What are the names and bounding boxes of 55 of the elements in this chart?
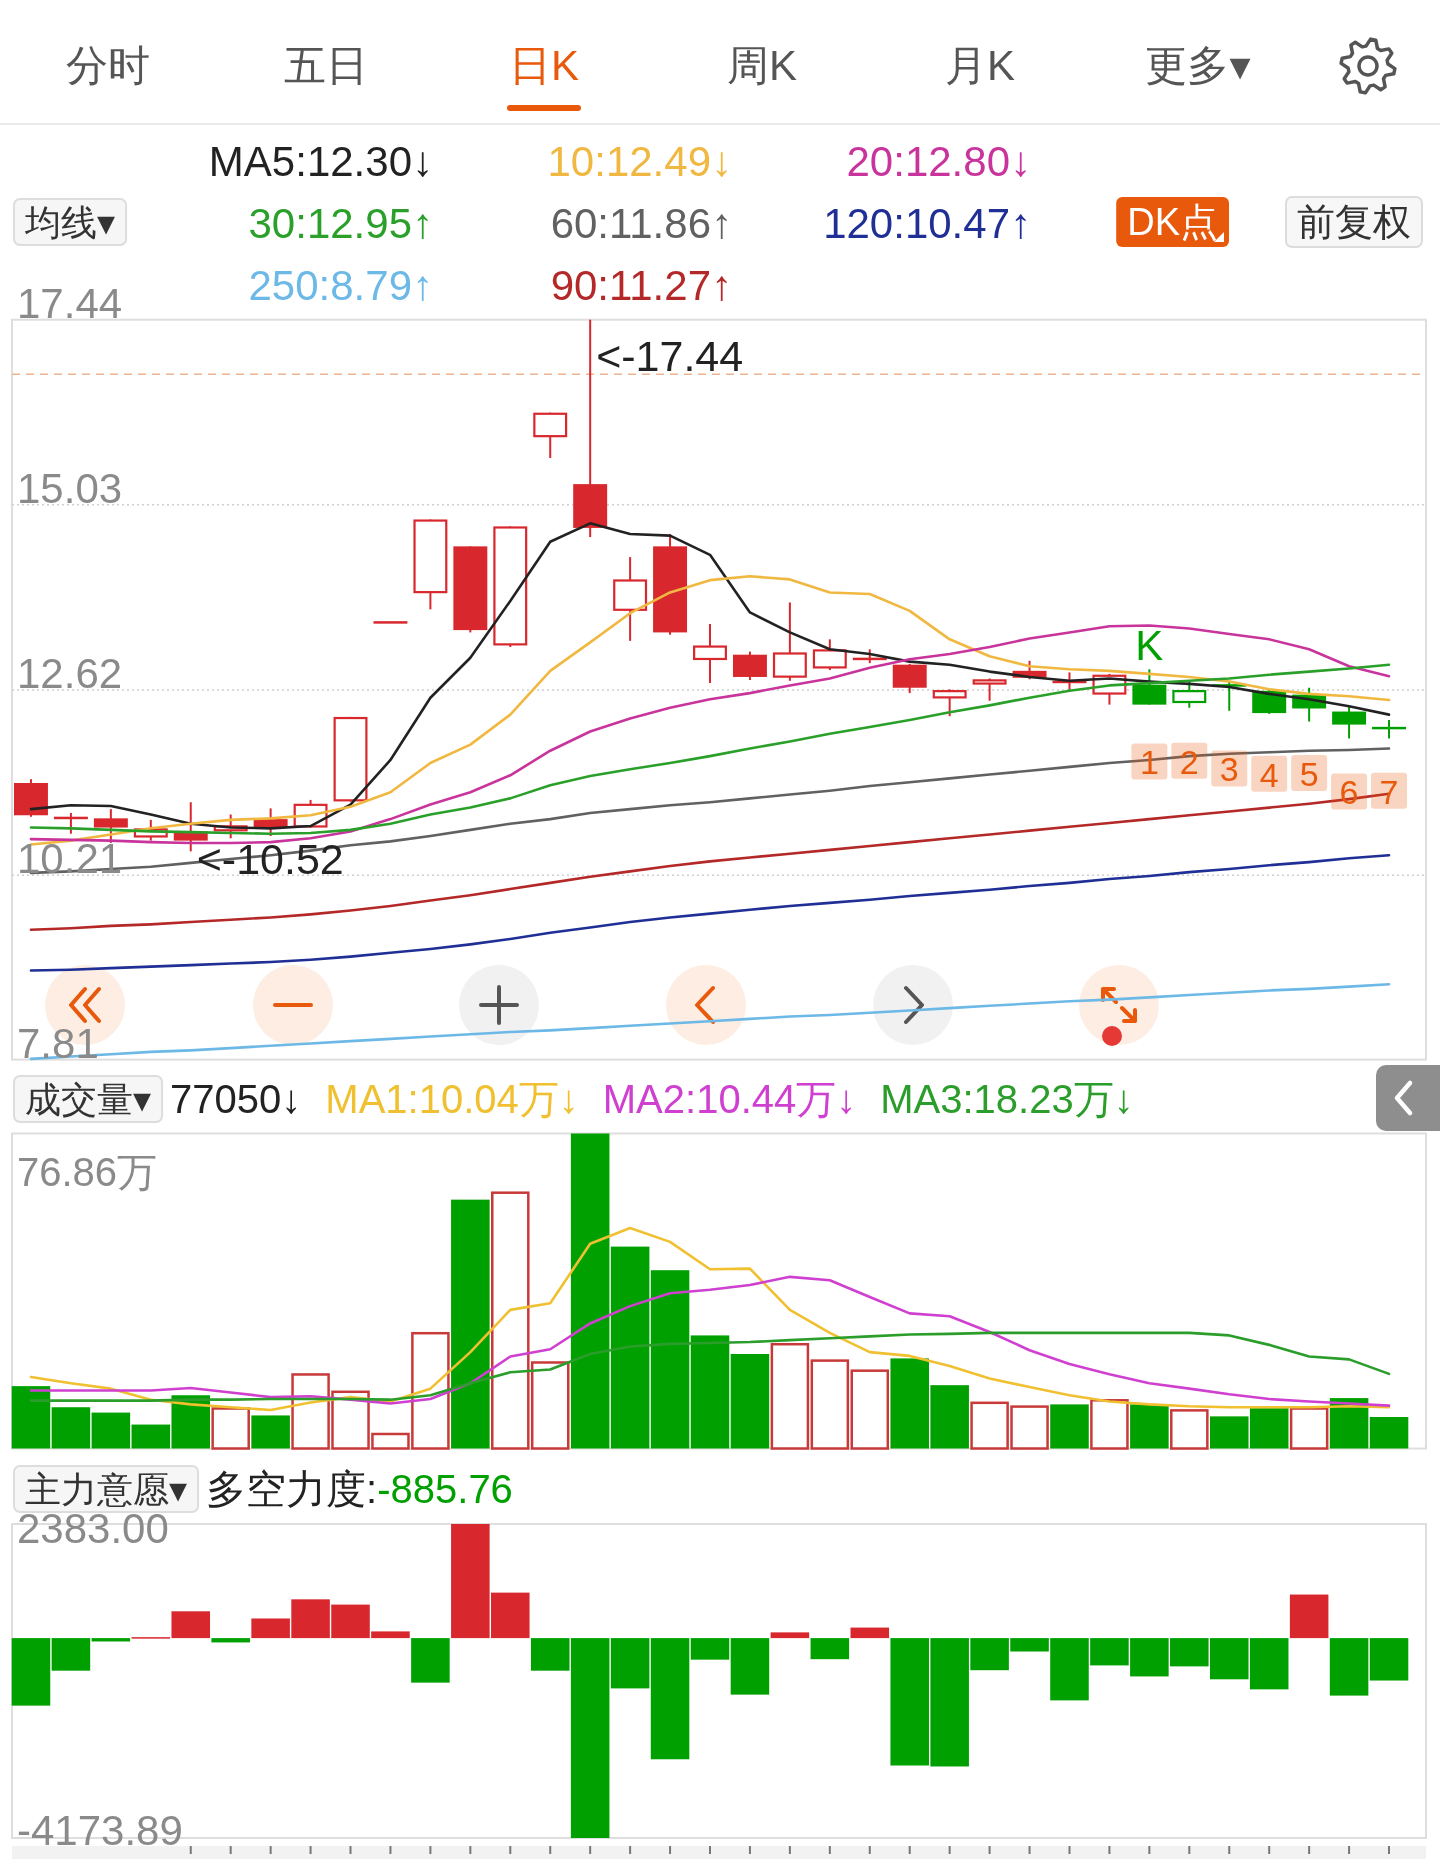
bar bbox=[770, 1342, 810, 1450]
bar bbox=[1130, 1404, 1169, 1449]
text: -885.76 bbox=[377, 1467, 513, 1511]
text: 120:10.47↑ bbox=[823, 200, 1031, 247]
annotation: 7 bbox=[1379, 772, 1399, 811]
text: 更多▾ bbox=[1145, 42, 1251, 89]
bar bbox=[1050, 1404, 1089, 1449]
text: 250:8.79↑ bbox=[248, 262, 433, 309]
bar bbox=[211, 1407, 250, 1450]
bar bbox=[570, 1133, 610, 1449]
annotation: <-17.44 bbox=[596, 331, 744, 380]
annotation: K bbox=[1135, 621, 1164, 669]
text: 多空力度: bbox=[206, 1467, 378, 1511]
annotation: 5 bbox=[1299, 755, 1319, 794]
bar bbox=[11, 1386, 51, 1449]
text: MA5:12.30↓ bbox=[208, 138, 433, 185]
annotation: 4 bbox=[1259, 755, 1279, 794]
y-tick-label: 17.44 bbox=[17, 279, 123, 327]
text: 主力意愿▾ bbox=[25, 1469, 188, 1510]
y-tick-label: -4173.89 bbox=[17, 1807, 183, 1855]
text: 五日 bbox=[284, 42, 368, 89]
text: 30:12.95↑ bbox=[248, 200, 433, 247]
text: 日K bbox=[508, 42, 580, 89]
text: 均线▾ bbox=[24, 202, 116, 243]
annotation: 76.86万 bbox=[17, 1149, 158, 1194]
bar bbox=[1369, 1417, 1409, 1449]
text: MA2:10.44万↓ bbox=[602, 1077, 857, 1121]
text: 成交量▾ bbox=[25, 1079, 152, 1120]
bar bbox=[51, 1407, 91, 1449]
text: 前复权 bbox=[1297, 201, 1411, 243]
bar bbox=[251, 1415, 290, 1449]
text: MA3:18.23万↓ bbox=[880, 1077, 1134, 1121]
text: 周K bbox=[726, 42, 798, 89]
text: 10:12.49↓ bbox=[547, 138, 732, 185]
bar bbox=[1289, 1407, 1329, 1450]
y-tick-label: 15.03 bbox=[17, 464, 123, 512]
bar bbox=[451, 1199, 490, 1449]
bar bbox=[730, 1354, 770, 1449]
text: 90:11.27↑ bbox=[550, 262, 732, 309]
bar bbox=[91, 1412, 131, 1449]
bar bbox=[1090, 1399, 1129, 1450]
y-tick-label: 7.81 bbox=[17, 1019, 99, 1067]
bar bbox=[650, 1270, 690, 1449]
annotation: 3 bbox=[1219, 750, 1239, 789]
text: DK点 bbox=[1127, 201, 1218, 243]
text: 60:11.86↑ bbox=[550, 200, 732, 247]
text: 77050↓ bbox=[170, 1077, 302, 1121]
text: 20:12.80↓ bbox=[846, 138, 1031, 185]
bar bbox=[1170, 1409, 1209, 1450]
text: 分时 bbox=[66, 42, 150, 89]
text: 月K bbox=[944, 42, 1016, 89]
y-tick-label: 12.62 bbox=[17, 650, 123, 698]
text: MA1:10.04万↓ bbox=[325, 1077, 579, 1121]
bar bbox=[610, 1246, 650, 1449]
bar bbox=[690, 1335, 730, 1449]
